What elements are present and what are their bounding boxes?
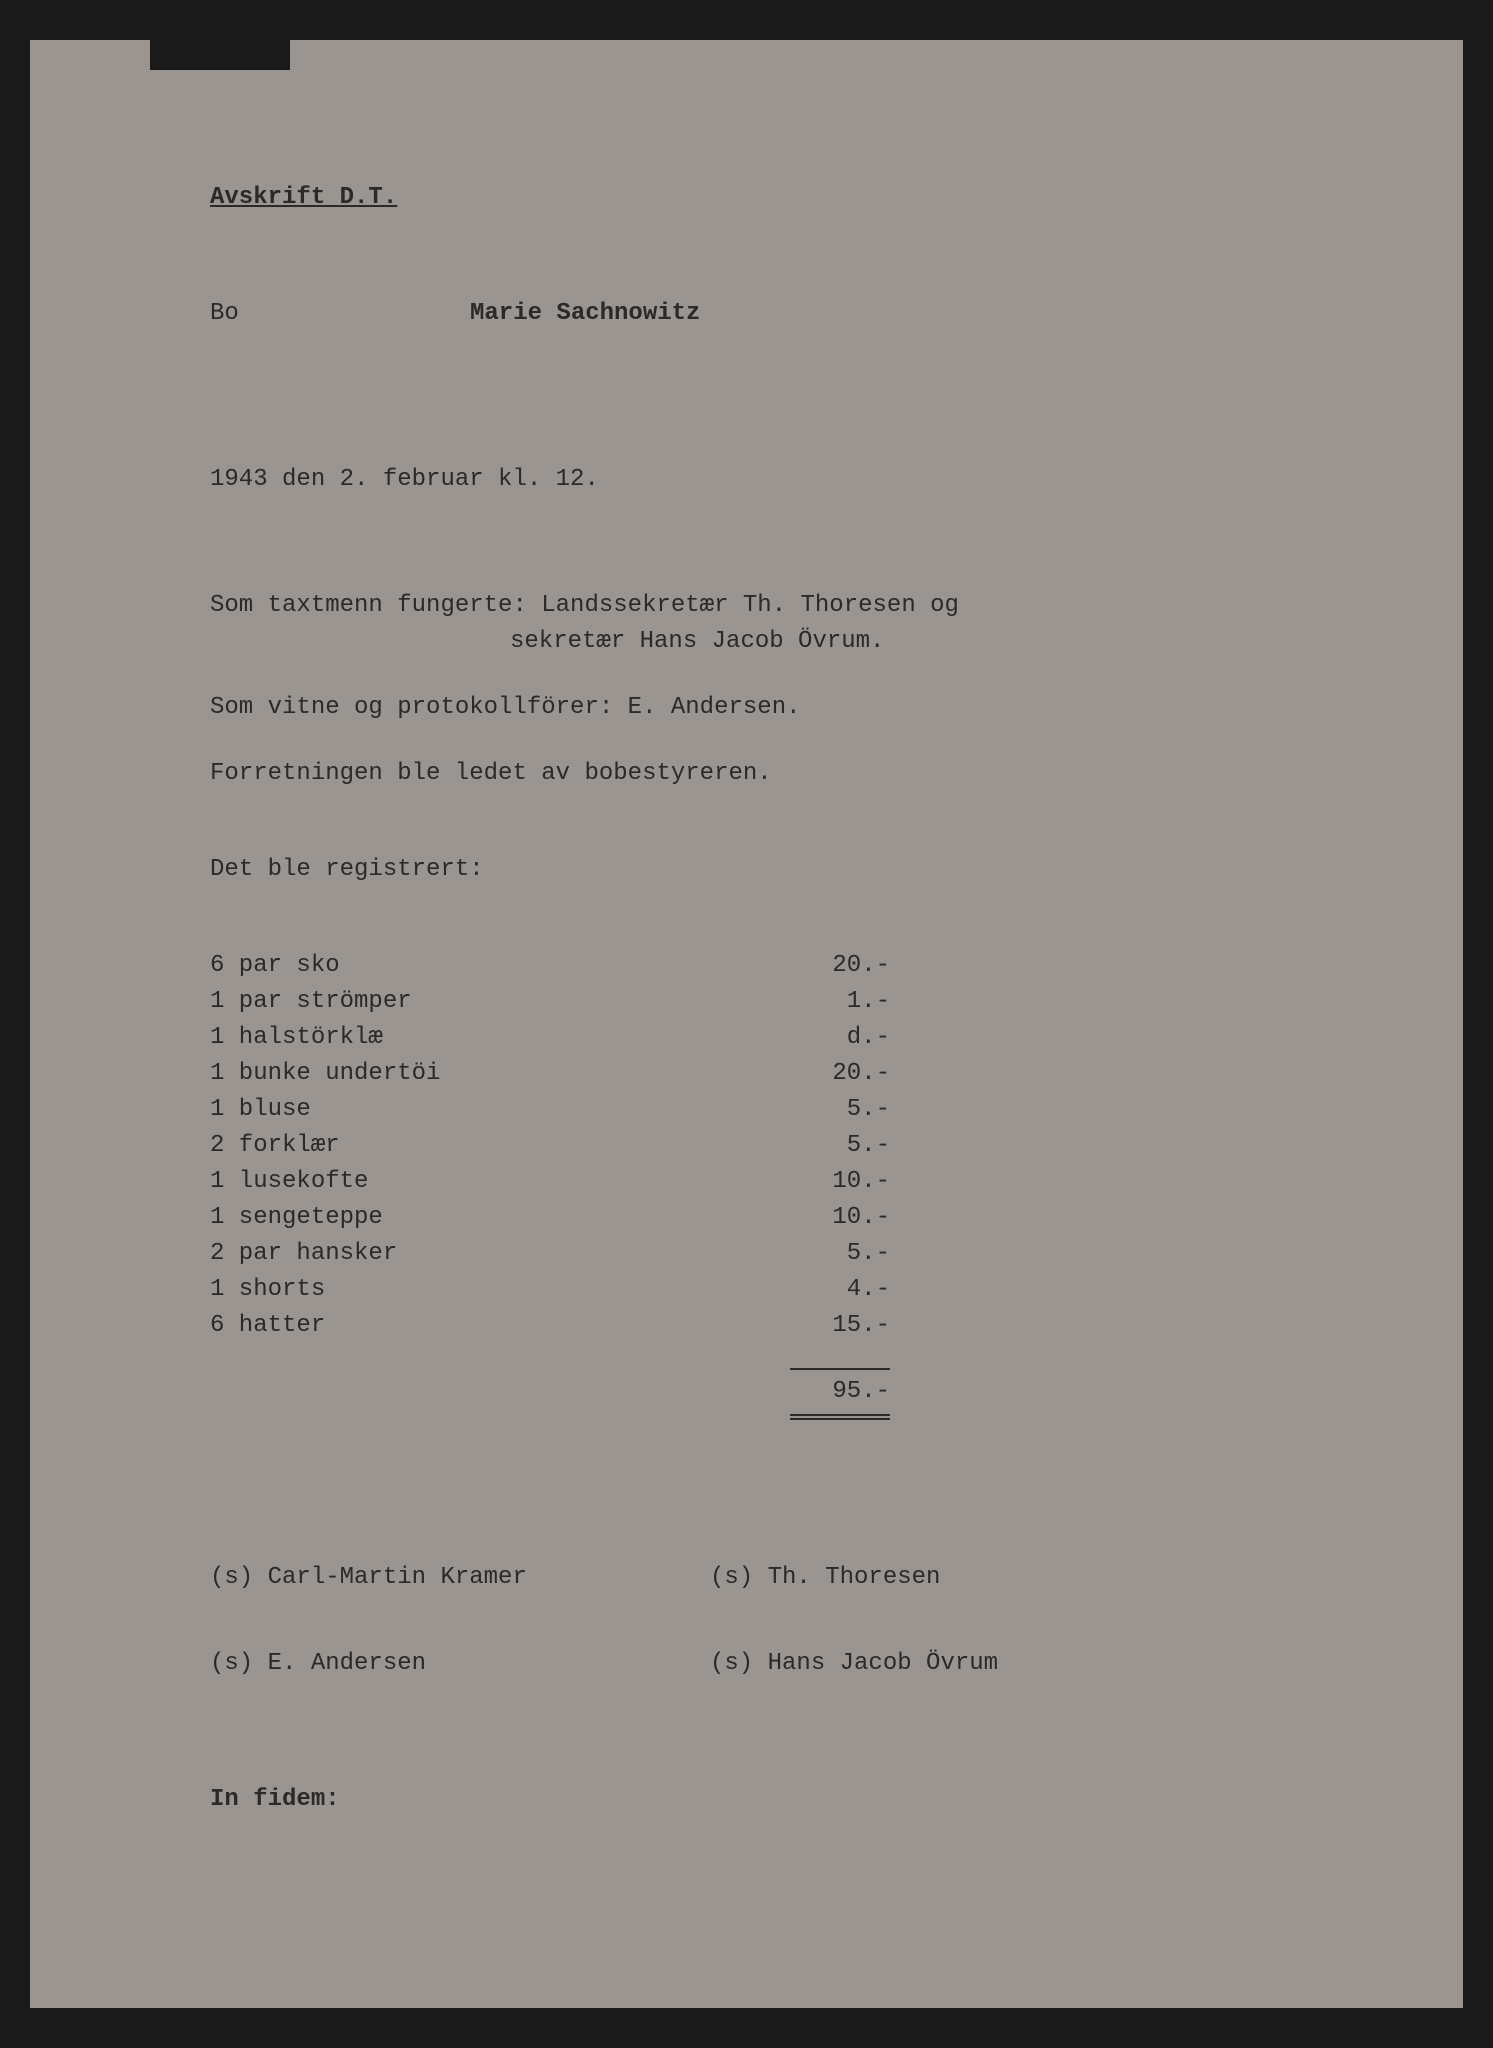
item-row: 6 hatter 15.-	[210, 1308, 890, 1344]
total-rule-top	[210, 1364, 890, 1374]
item-desc: 1 bunke undertöi	[210, 1056, 810, 1092]
item-row: 1 lusekofte 10.-	[210, 1164, 890, 1200]
item-row: 1 sengeteppe 10.-	[210, 1200, 890, 1236]
item-desc: 1 par strömper	[210, 984, 810, 1020]
items-table: 6 par sko 20.- 1 par strömper 1.- 1 hals…	[210, 948, 1283, 1344]
registrert-line: Det ble registrert:	[210, 852, 1283, 888]
subject-label: Bo	[210, 296, 470, 332]
signature-row: (s) Carl-Martin Kramer (s) Th. Thoresen	[210, 1560, 1283, 1596]
date-line: 1943 den 2. februar kl. 12.	[210, 462, 1283, 498]
signature-row: (s) E. Andersen (s) Hans Jacob Övrum	[210, 1646, 1283, 1682]
signature-right: (s) Hans Jacob Övrum	[710, 1646, 1283, 1682]
item-price: 4.-	[810, 1272, 890, 1308]
document-header: Avskrift D.T.	[210, 180, 1283, 216]
item-price: 5.-	[810, 1128, 890, 1164]
item-price: d.-	[810, 1020, 890, 1056]
subject-name: Marie Sachnowitz	[470, 296, 700, 332]
total-row: 95.-	[210, 1374, 890, 1410]
item-desc: 1 bluse	[210, 1092, 810, 1128]
item-row: 1 halstörklæ d.-	[210, 1020, 890, 1056]
item-desc: 6 hatter	[210, 1308, 810, 1344]
item-price: 10.-	[810, 1200, 890, 1236]
item-row: 1 shorts 4.-	[210, 1272, 890, 1308]
item-price: 5.-	[810, 1092, 890, 1128]
item-desc: 1 sengeteppe	[210, 1200, 810, 1236]
item-row: 2 par hansker 5.-	[210, 1236, 890, 1272]
taxtmenn-paragraph: Som taxtmenn fungerte: Landssekretær Th.…	[210, 588, 1283, 660]
item-desc: 2 par hansker	[210, 1236, 810, 1272]
item-price: 1.-	[810, 984, 890, 1020]
taxtmenn-line1b: sekretær Hans Jacob Övrum.	[210, 624, 1283, 660]
item-desc: 1 halstörklæ	[210, 1020, 810, 1056]
total-value: 95.-	[810, 1374, 890, 1410]
item-desc: 1 lusekofte	[210, 1164, 810, 1200]
item-desc: 2 forklær	[210, 1128, 810, 1164]
item-price: 10.-	[810, 1164, 890, 1200]
in-fidem: In fidem:	[210, 1782, 1283, 1818]
document-page: Avskrift D.T. Bo Marie Sachnowitz 1943 d…	[30, 40, 1463, 2008]
signature-left: (s) Carl-Martin Kramer	[210, 1560, 710, 1596]
vitne-line: Som vitne og protokollförer: E. Andersen…	[210, 690, 1283, 726]
item-row: 6 par sko 20.-	[210, 948, 890, 984]
item-row: 1 bluse 5.-	[210, 1092, 890, 1128]
item-row: 1 bunke undertöi 20.-	[210, 1056, 890, 1092]
signature-left: (s) E. Andersen	[210, 1646, 710, 1682]
total-rule-bottom	[210, 1414, 890, 1420]
item-price: 5.-	[810, 1236, 890, 1272]
taxtmenn-line1: Som taxtmenn fungerte: Landssekretær Th.…	[210, 588, 1283, 624]
signature-right: (s) Th. Thoresen	[710, 1560, 1283, 1596]
forretning-line: Forretningen ble ledet av bobestyreren.	[210, 756, 1283, 792]
item-row: 1 par strömper 1.-	[210, 984, 890, 1020]
item-desc: 6 par sko	[210, 948, 810, 984]
item-price: 20.-	[810, 1056, 890, 1092]
item-price: 15.-	[810, 1308, 890, 1344]
signatures-section: (s) Carl-Martin Kramer (s) Th. Thoresen …	[210, 1560, 1283, 1682]
subject-row: Bo Marie Sachnowitz	[210, 296, 1283, 332]
item-desc: 1 shorts	[210, 1272, 810, 1308]
item-price: 20.-	[810, 948, 890, 984]
item-row: 2 forklær 5.-	[210, 1128, 890, 1164]
